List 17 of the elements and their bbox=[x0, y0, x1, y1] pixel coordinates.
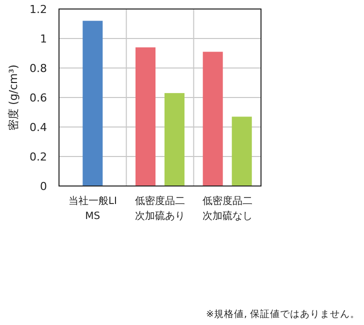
bar bbox=[82, 20, 103, 186]
bar bbox=[202, 52, 223, 186]
y-tick-label: 0.2 bbox=[30, 150, 47, 164]
bar bbox=[232, 116, 252, 186]
y-tick-label: 1 bbox=[40, 32, 47, 46]
y-tick-label: 1.2 bbox=[30, 3, 47, 16]
y-tick-label: 0 bbox=[40, 180, 47, 193]
y-tick-label: 0.8 bbox=[30, 62, 47, 75]
y-tick-label: 0.6 bbox=[30, 92, 47, 104]
x-tick-label: 当社一般LIMS bbox=[68, 195, 117, 222]
text: ※規格値, 保証値ではありません。 bbox=[206, 308, 360, 320]
bar bbox=[136, 47, 156, 186]
bar bbox=[164, 93, 184, 186]
x-tick-label: 低密度品二次加硫なし bbox=[202, 195, 252, 222]
y-tick-label: 0.4 bbox=[30, 121, 47, 134]
x-tick-label: 低密度品二次加硫あり bbox=[135, 195, 185, 222]
y-axis-title: 密度 (g/cm³) bbox=[7, 64, 20, 130]
